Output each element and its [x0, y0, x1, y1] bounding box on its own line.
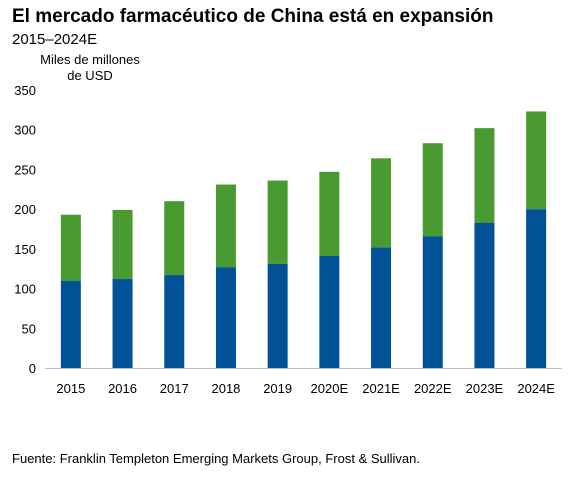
- x-tick-label: 2016: [108, 381, 137, 396]
- y-tick-label: 0: [29, 361, 36, 376]
- bar-segment-1-2018: [215, 267, 236, 368]
- x-tick-label: 2023E: [466, 381, 504, 396]
- bar-segment-1-2016: [112, 279, 133, 368]
- bar-segment-2-2024E: [526, 111, 547, 210]
- bar-segment-2-2023E: [474, 128, 495, 223]
- x-tick-label: 2022E: [414, 381, 452, 396]
- bar-segment-1-2024E: [526, 209, 547, 368]
- bar-segment-2-2016: [112, 209, 133, 280]
- y-axis-label: Miles de millones de USD: [40, 52, 140, 83]
- bar-segment-2-2022E: [422, 143, 443, 237]
- x-tick-label: 2015: [56, 381, 85, 396]
- x-tick-label: 2024E: [517, 381, 555, 396]
- bar-segment-1-2015: [60, 280, 81, 368]
- bar-segment-1-2020E: [319, 256, 340, 368]
- bar-segment-2-2020E: [319, 171, 340, 257]
- bar-segment-2-2018: [215, 184, 236, 268]
- y-tick-label: 300: [14, 123, 36, 138]
- source-note: Fuente: Franklin Templeton Emerging Mark…: [12, 451, 420, 466]
- bar-segment-2-2017: [164, 201, 185, 276]
- bar-segment-2-2015: [60, 214, 81, 281]
- chart-title: El mercado farmacéutico de China está en…: [12, 6, 494, 27]
- chart-subtitle: 2015–2024E: [12, 31, 98, 48]
- y-axis-ticks: 0 50 100 150 200 250 300 350: [14, 83, 36, 376]
- y-tick-label: 250: [14, 162, 36, 177]
- y-tick-label: 100: [14, 282, 36, 297]
- bar-segment-2-2019: [267, 180, 288, 264]
- x-axis-ticks: 2015 2016 2017 2018 2019 2020E 2021E 2022E 2023E…: [56, 381, 555, 396]
- x-tick-label: 2021E: [362, 381, 400, 396]
- x-tick-label: 2018: [211, 381, 240, 396]
- y-tick-label: 50: [22, 321, 36, 336]
- y-tick-label: 200: [14, 202, 36, 217]
- bar-segment-1-2017: [164, 275, 185, 368]
- bars: [60, 111, 547, 368]
- x-tick-label: 2017: [160, 381, 189, 396]
- bar-segment-1-2022E: [422, 236, 443, 368]
- y-tick-label: 350: [14, 83, 36, 98]
- bar-segment-1-2021E: [371, 247, 392, 368]
- y-tick-label: 150: [14, 242, 36, 257]
- bar-segment-2-2021E: [371, 158, 392, 248]
- bar-segment-1-2023E: [474, 222, 495, 368]
- x-tick-label: 2019: [263, 381, 292, 396]
- bar-segment-1-2019: [267, 263, 288, 368]
- x-tick-label: 2020E: [311, 381, 349, 396]
